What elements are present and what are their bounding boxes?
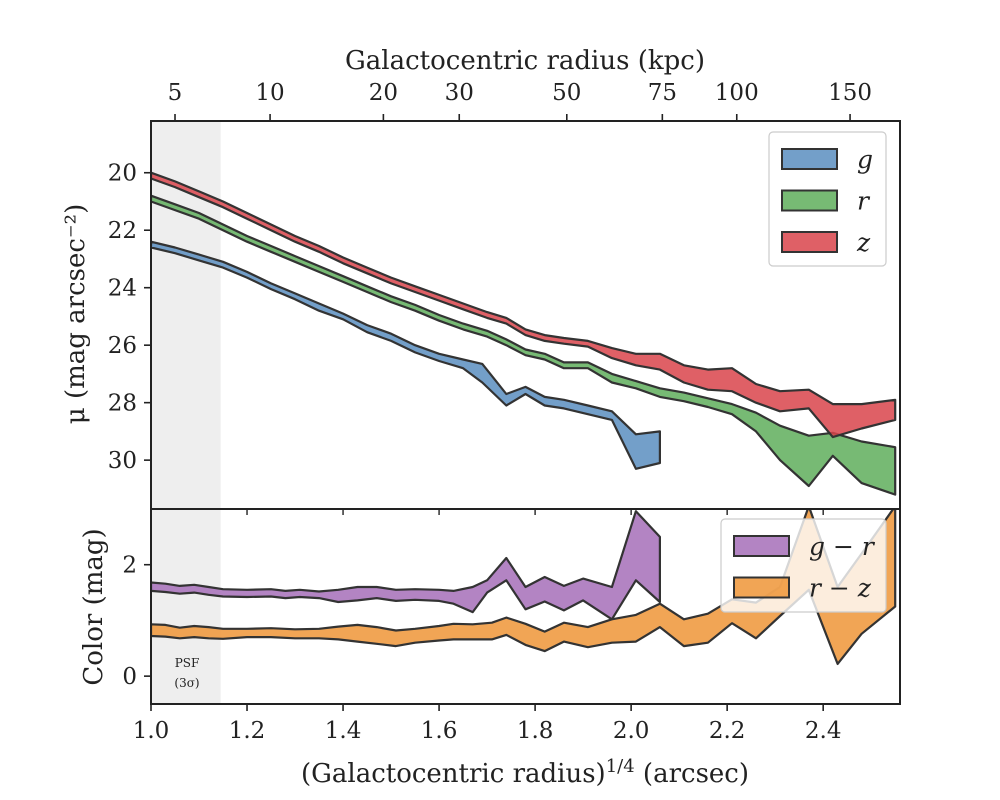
bottom-y-tick-label: 2 — [122, 553, 137, 579]
bottom-x-tick-label: 2.2 — [709, 718, 746, 744]
legend-swatch-rz — [733, 576, 790, 599]
bottom-x-tick-label: 2.0 — [613, 718, 650, 744]
band-g — [151, 240, 662, 470]
bottom-y-axis-title: Color (mag) — [79, 528, 109, 685]
bottom-x-axis-title: (Galactocentric radius)1/4 (arcsec) — [301, 756, 749, 789]
top-legend: grz — [768, 131, 887, 267]
top-x-tick-label: 150 — [828, 80, 872, 106]
bottom-x-tick-label: 2.4 — [805, 718, 842, 744]
bottom-panel-x-ticks: 1.0 1.2 1.4 1.6 1.8 2.0 2.2 2.4 — [133, 704, 842, 744]
top-x-axis-title: Galactocentric radius (kpc) — [345, 46, 705, 76]
bottom-x-tick-label: 1.0 — [133, 718, 170, 744]
psf-region-bottom — [151, 509, 221, 704]
color-panel: 02 1.0 1.2 1.4 1.6 1.8 2.0 2.2 2.4 (Galactocent… — [79, 508, 901, 789]
psf-sigma-label: (3σ) — [174, 676, 199, 690]
bottom-x-tick-label: 1.4 — [325, 718, 362, 744]
bottom-y-tick-label: 0 — [122, 664, 137, 690]
top-y-tick-label: 22 — [108, 218, 137, 244]
band-r — [151, 194, 897, 496]
top-panel-y-ticks: 20 22 24 26 28 30 — [108, 161, 151, 474]
bottom-legend: g − r r − z — [720, 518, 887, 613]
band-z — [151, 171, 897, 439]
surface-brightness-panel: 20 22 24 26 28 30 5 10 20 30 50 75 100 150 Galactoce… — [61, 46, 901, 515]
legend-label-r: r — [857, 187, 871, 216]
psf-label: PSF — [175, 656, 200, 670]
top-panel-x-ticks: 5 10 20 30 50 75 100 150 — [168, 80, 872, 121]
top-y-tick-label: 26 — [108, 333, 137, 359]
bottom-panel-y-ticks: 02 — [122, 553, 151, 690]
top-x-tick-label: 5 — [168, 80, 183, 106]
top-y-tick-label: 30 — [108, 448, 137, 474]
bottom-x-tick-label: 1.8 — [517, 718, 554, 744]
bottom-panel-frame — [150, 508, 901, 705]
bottom-x-tick-label: 1.6 — [421, 718, 458, 744]
top-panel-bands — [151, 171, 897, 496]
top-y-tick-label: 24 — [108, 276, 137, 302]
top-x-tick-label: 50 — [552, 80, 581, 106]
top-y-axis-title: μ (mag arcsec⁻²) — [61, 204, 91, 424]
top-x-tick-label: 30 — [445, 80, 474, 106]
legend-label-g: g — [857, 145, 873, 174]
legend-label-gr: g − r — [809, 532, 876, 561]
bottom-x-tick-label: 1.2 — [229, 718, 266, 744]
top-x-tick-label: 75 — [648, 80, 677, 106]
legend-swatch-gr — [733, 535, 790, 557]
top-x-tick-label: 20 — [369, 80, 398, 106]
top-x-tick-label: 100 — [715, 80, 759, 106]
bottom-panel-bands — [151, 509, 897, 666]
legend-swatch-z — [781, 231, 838, 253]
legend-swatch-r — [781, 189, 838, 212]
legend-label-rz: r − z — [809, 574, 872, 603]
top-y-tick-label: 20 — [108, 161, 137, 187]
band-rz — [151, 509, 897, 666]
top-x-tick-label: 10 — [255, 80, 284, 106]
legend-label-z: z — [856, 228, 871, 257]
band-gr — [151, 510, 662, 621]
top-y-tick-label: 28 — [108, 391, 137, 417]
legend-swatch-g — [781, 148, 838, 170]
